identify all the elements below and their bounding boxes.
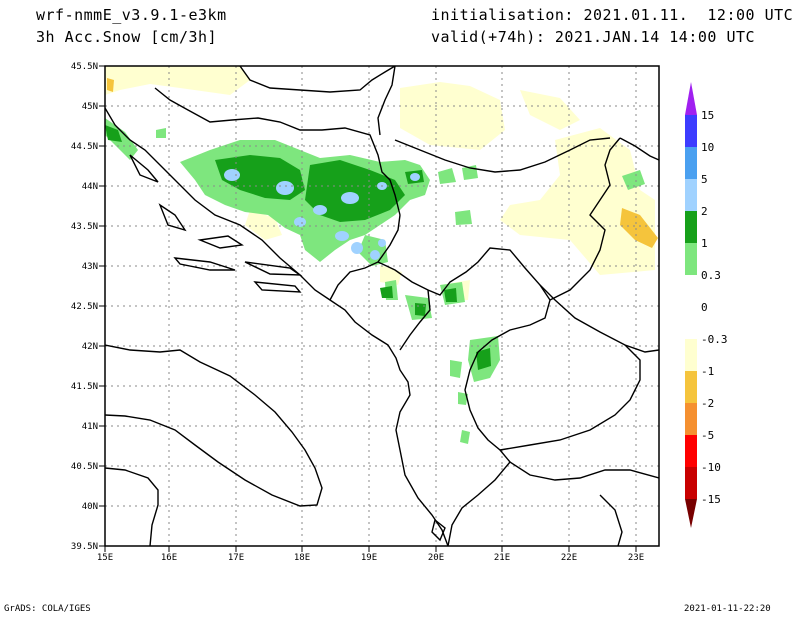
colorbar-swatch bbox=[685, 307, 697, 339]
colorbar-label: 10 bbox=[701, 141, 714, 154]
colorbar-swatch bbox=[685, 115, 697, 147]
colorbar-label: 0.3 bbox=[701, 269, 721, 282]
lat-label: 39.5N bbox=[71, 542, 98, 552]
grads-credit: GrADS: COLA/IGES bbox=[4, 604, 91, 614]
model-name: wrf-nmmE_v3.9.1-e3km bbox=[36, 6, 227, 24]
colorbar-label: 2 bbox=[701, 205, 708, 218]
lon-label: 15E bbox=[97, 553, 113, 563]
colorbar-top-arrow bbox=[685, 82, 697, 115]
field-title: 3h Acc.Snow [cm/3h] bbox=[36, 28, 218, 46]
colorbar-swatch bbox=[685, 435, 697, 467]
colorbar-swatch bbox=[685, 467, 697, 499]
lon-label: 16E bbox=[161, 553, 177, 563]
tick-marks bbox=[99, 65, 637, 552]
map-field bbox=[105, 66, 658, 444]
colorbar-label: 5 bbox=[701, 173, 708, 186]
lat-label: 45.5N bbox=[71, 62, 98, 72]
valid-time: valid(+74h): 2021.JAN.14 14:00 UTC bbox=[431, 28, 756, 46]
colorbar-label: -1 bbox=[701, 365, 714, 378]
lat-label: 45N bbox=[82, 102, 98, 112]
adriatic-east-coast bbox=[105, 107, 449, 546]
lat-label: 42N bbox=[82, 342, 98, 352]
colorbar-label: 0 bbox=[701, 301, 708, 314]
lon-label: 23E bbox=[628, 553, 644, 563]
lat-label: 44N bbox=[82, 182, 98, 192]
lon-labels: 15E 16E 17E 18E 19E 20E 21E 22E 23E bbox=[97, 553, 644, 563]
colorbar-swatch bbox=[685, 147, 697, 179]
lat-label: 44.5N bbox=[71, 142, 98, 152]
melt-shading bbox=[107, 78, 658, 248]
render-timestamp: 2021-01-11-22:20 bbox=[684, 604, 771, 614]
colorbar-label: 1 bbox=[701, 237, 708, 250]
italy-coast bbox=[105, 344, 323, 507]
colorbar-bottom-arrow bbox=[685, 499, 697, 528]
lon-label: 20E bbox=[428, 553, 444, 563]
lat-label: 42.5N bbox=[71, 302, 98, 312]
colorbar-swatch bbox=[685, 403, 697, 435]
lon-label: 19E bbox=[361, 553, 377, 563]
lat-label: 41N bbox=[82, 422, 98, 432]
colorbar-label: -0.3 bbox=[701, 333, 728, 346]
colorbar-label: -5 bbox=[701, 429, 714, 442]
lat-labels: 39.5N 40N 40.5N 41N 41.5N 42N 42.5N 43N … bbox=[71, 62, 98, 552]
lat-label: 40.5N bbox=[71, 462, 98, 472]
colorbar-swatch bbox=[685, 371, 697, 403]
lat-label: 43.5N bbox=[71, 222, 98, 232]
lon-label: 18E bbox=[294, 553, 310, 563]
coastlines-borders bbox=[105, 66, 659, 546]
colorbar-label: 15 bbox=[701, 109, 714, 122]
colorbar-swatch bbox=[685, 339, 697, 371]
init-time: initialisation: 2021.01.11. 12:00 UTC bbox=[431, 6, 794, 24]
lon-label: 17E bbox=[228, 553, 244, 563]
colorbar: 15 10 5 2 1 0.3 0 -0.3 -1 -2 -5 -10 -15 bbox=[685, 82, 728, 528]
colorbar-labels: 15 10 5 2 1 0.3 0 -0.3 -1 -2 -5 -10 -15 bbox=[701, 109, 728, 506]
colorbar-swatch bbox=[685, 179, 697, 211]
lat-label: 43N bbox=[82, 262, 98, 272]
lon-label: 22E bbox=[561, 553, 577, 563]
lat-label: 40N bbox=[82, 502, 98, 512]
colorbar-label: -15 bbox=[701, 493, 721, 506]
colorbar-label: -10 bbox=[701, 461, 721, 474]
colorbar-label: -2 bbox=[701, 397, 714, 410]
colorbar-swatch bbox=[685, 275, 697, 307]
lon-label: 21E bbox=[494, 553, 510, 563]
snow-heavy bbox=[224, 169, 420, 260]
colorbar-swatch bbox=[685, 243, 697, 275]
colorbar-swatch bbox=[685, 211, 697, 243]
lat-label: 41.5N bbox=[71, 382, 98, 392]
